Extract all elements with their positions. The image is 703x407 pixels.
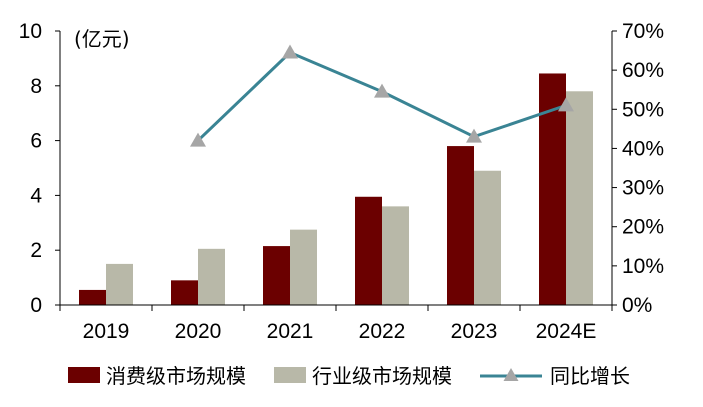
left-y-tick-label: 4 — [30, 184, 42, 207]
right-y-tick-label: 0% — [622, 294, 652, 317]
left-y-tick-label: 8 — [30, 75, 42, 98]
x-tick-label-2022: 2022 — [359, 320, 406, 343]
growth-marker-2021 — [282, 44, 298, 59]
right-y-tick-label: 30% — [622, 177, 664, 200]
bar-industry-2024E — [566, 91, 593, 305]
x-tick-label-2024E: 2024E — [536, 320, 597, 343]
left-y-tick-label: 10 — [19, 20, 42, 43]
bar-industry-2019 — [106, 263, 133, 305]
left-y-tick-label: 0 — [30, 294, 42, 317]
growth-marker-2023 — [466, 128, 482, 143]
ticks-layer: 0 2 4 6 8 10 0% 10% 20% 30% 40% 50% 60% 70% 2019 2020 20… — [19, 20, 664, 343]
growth-marker-2024E — [558, 97, 574, 112]
growth-line-layer — [190, 44, 574, 147]
legend: 消费级市场规模 行业级市场规模 同比增长 — [68, 364, 630, 388]
right-y-tick-label: 70% — [622, 20, 664, 43]
bars-layer — [79, 73, 593, 305]
right-y-tick-label: 10% — [622, 255, 664, 278]
legend-label-consumer: 消费级市场规模 — [106, 364, 246, 388]
bar-industry-2022 — [382, 206, 409, 305]
unit-label: (亿元) — [74, 27, 130, 51]
bar-industry-2023 — [474, 170, 501, 305]
bar-industry-2020 — [198, 248, 225, 305]
x-tick-label-2020: 2020 — [175, 320, 222, 343]
x-tick-label-2021: 2021 — [267, 320, 314, 343]
bar-industry-2021 — [290, 229, 317, 305]
legend-swatch-consumer — [68, 367, 100, 383]
legend-label-growth: 同比增长 — [550, 364, 630, 388]
right-y-tick-label: 40% — [622, 137, 664, 160]
right-y-tick-label: 20% — [622, 216, 664, 239]
legend-label-industry: 行业级市场规模 — [312, 364, 452, 388]
legend-marker-growth — [503, 368, 519, 381]
right-y-tick-label: 60% — [622, 59, 664, 82]
bar-consumer-2019 — [79, 289, 106, 305]
left-y-tick-label: 2 — [30, 239, 42, 262]
bar-consumer-2021 — [263, 246, 290, 305]
growth-marker-2022 — [374, 83, 390, 98]
growth-marker-2020 — [190, 132, 206, 147]
x-tick-label-2019: 2019 — [83, 320, 130, 343]
right-y-tick-label: 50% — [622, 98, 664, 121]
x-tick-label-2023: 2023 — [451, 320, 498, 343]
bar-consumer-2022 — [355, 196, 382, 305]
legend-swatch-industry — [274, 367, 306, 383]
bar-consumer-2020 — [171, 280, 198, 305]
left-y-tick-label: 6 — [30, 130, 42, 153]
bar-consumer-2023 — [447, 146, 474, 305]
